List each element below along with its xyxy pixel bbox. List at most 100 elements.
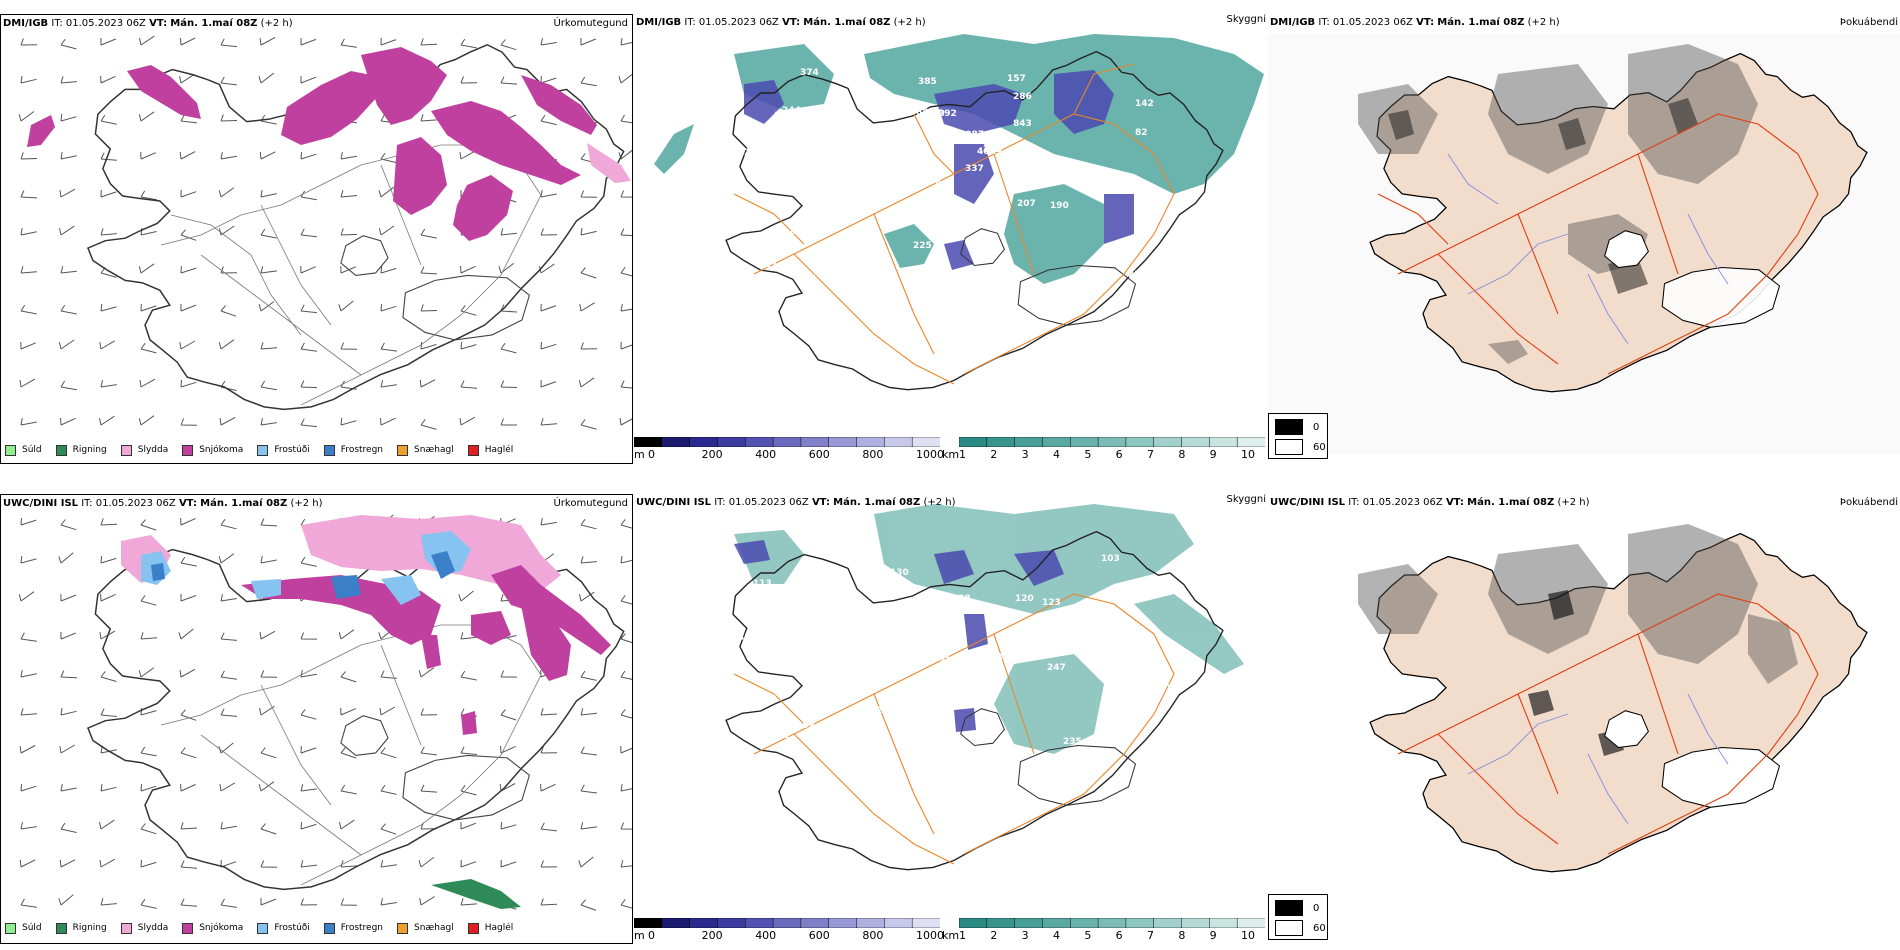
wind-barb	[100, 228, 117, 236]
wind-barb	[100, 708, 117, 717]
visibility-value-label: 163	[850, 667, 869, 677]
wind-barb	[260, 518, 278, 527]
wind-barb	[260, 898, 277, 906]
wind-barb	[420, 341, 437, 350]
wind-barb	[620, 380, 632, 389]
height-ticks-bottom: 0 200 400 600 800 1000	[648, 929, 944, 943]
colorbar-tick-label: 1000	[916, 929, 944, 942]
legend-item: Frostregn	[323, 444, 383, 456]
visibility-value-label: 385	[918, 77, 937, 87]
visibility-value-label: 193	[915, 168, 934, 178]
colorbar-tick-label: 200	[701, 448, 723, 461]
wind-barb	[180, 303, 197, 312]
wind-barb	[500, 39, 517, 51]
wind-barb	[19, 859, 36, 868]
wind-barb	[540, 898, 558, 906]
wind-barb	[100, 380, 117, 388]
wind-barb	[59, 744, 76, 754]
wind-barb	[300, 76, 317, 84]
precip-type-map-bottom	[18, 514, 632, 911]
wind-barb	[380, 342, 397, 352]
wind-barb	[260, 342, 278, 350]
colorbar-tick-label: 200	[701, 929, 723, 942]
wind-barb	[260, 418, 277, 426]
wind-barb	[58, 552, 74, 564]
legend-item: Frostúði	[257, 922, 310, 934]
wind-barb	[220, 266, 238, 274]
colorbar-segment	[1209, 437, 1238, 447]
wind-barb	[300, 151, 317, 160]
snow-areas	[27, 47, 597, 241]
wind-barb	[620, 341, 632, 350]
wind-barb	[20, 783, 37, 792]
visibility-value-label: 843	[1013, 119, 1032, 129]
colorbar-segment	[717, 918, 747, 928]
colorbar-segment	[772, 437, 802, 447]
wind-barb	[100, 898, 117, 906]
wind-barb	[578, 377, 595, 388]
wind-barb	[218, 225, 235, 236]
colorbar-tick-label: 5	[1084, 929, 1092, 942]
wind-barb	[300, 556, 317, 567]
visibility-value-label: 244	[782, 106, 801, 116]
wind-barb	[60, 631, 76, 640]
visibility-value-label: 12	[989, 682, 1002, 692]
wind-barb	[138, 415, 155, 426]
wind-barb	[619, 418, 632, 426]
visibility-ticks-top: 1 2 3 4 5 6 7 8 9 10	[959, 448, 1265, 462]
height-ticks-top: 0 200 400 600 800 1000	[648, 448, 944, 462]
wind-barb	[58, 339, 75, 350]
legend-swatch	[5, 444, 16, 456]
wind-barb	[140, 303, 157, 312]
wind-barb	[620, 670, 632, 680]
coastline	[725, 530, 1224, 871]
wind-barb	[300, 898, 318, 906]
wind-barb	[218, 553, 235, 564]
wind-barb	[20, 152, 38, 160]
visibility-value-labels-top: 524 149 193 267 402 248 157 292 286 337 374 253 236 1…	[744, 68, 1154, 284]
precip-type-panel-bottom: UWC/DINI ISL IT: 01.05.2023 06Z VT: Mán.…	[0, 494, 633, 944]
wind-barb	[20, 304, 37, 315]
wind-barb	[540, 708, 558, 716]
wind-barb	[59, 225, 75, 236]
wind-barb	[620, 519, 632, 529]
wind-barb	[540, 75, 557, 84]
wind-barb	[220, 305, 237, 317]
legend-item: Slydda	[120, 444, 168, 456]
wind-barb	[20, 341, 36, 350]
wind-barb	[20, 418, 37, 426]
colorbar-tick-label: 800	[862, 929, 884, 942]
wind-barb	[500, 228, 517, 236]
wind-barb	[138, 667, 155, 678]
wind-barb	[100, 671, 117, 682]
visibility-label-bottom: Skyggni	[1226, 494, 1266, 505]
wind-barb	[220, 822, 237, 830]
visibility-value-label: 207	[1017, 199, 1036, 209]
colorbar-segment	[634, 918, 663, 928]
fog-key-row: 60	[1275, 920, 1326, 936]
wind-barb	[500, 380, 518, 388]
height-colorbar-swatches	[634, 437, 940, 447]
fog-key-row: 60	[1275, 439, 1326, 455]
wind-barb	[380, 898, 397, 906]
wind-barb	[300, 37, 317, 46]
colorbar-segment	[800, 918, 830, 928]
wind-barb	[340, 671, 357, 683]
wind-barb	[179, 37, 196, 46]
wind-barb	[500, 343, 517, 354]
legend-item: Rigning	[55, 444, 107, 456]
wind-barb	[100, 518, 118, 526]
wind-barb	[378, 186, 394, 198]
fog-key-swatch	[1275, 419, 1303, 435]
precip-type-label-bottom: Úrkomutegund	[553, 498, 628, 509]
wind-barb	[380, 823, 397, 835]
wind-barb	[100, 37, 116, 46]
wind-barb	[540, 303, 557, 312]
legend-item: Súld	[5, 444, 42, 456]
visibility-value-label: 247	[1047, 663, 1066, 673]
mountain-low-visibility	[744, 70, 1134, 270]
road-network	[733, 63, 1175, 385]
wind-barb	[580, 519, 597, 530]
wind-barb	[258, 72, 275, 84]
wind-barb	[540, 228, 558, 236]
